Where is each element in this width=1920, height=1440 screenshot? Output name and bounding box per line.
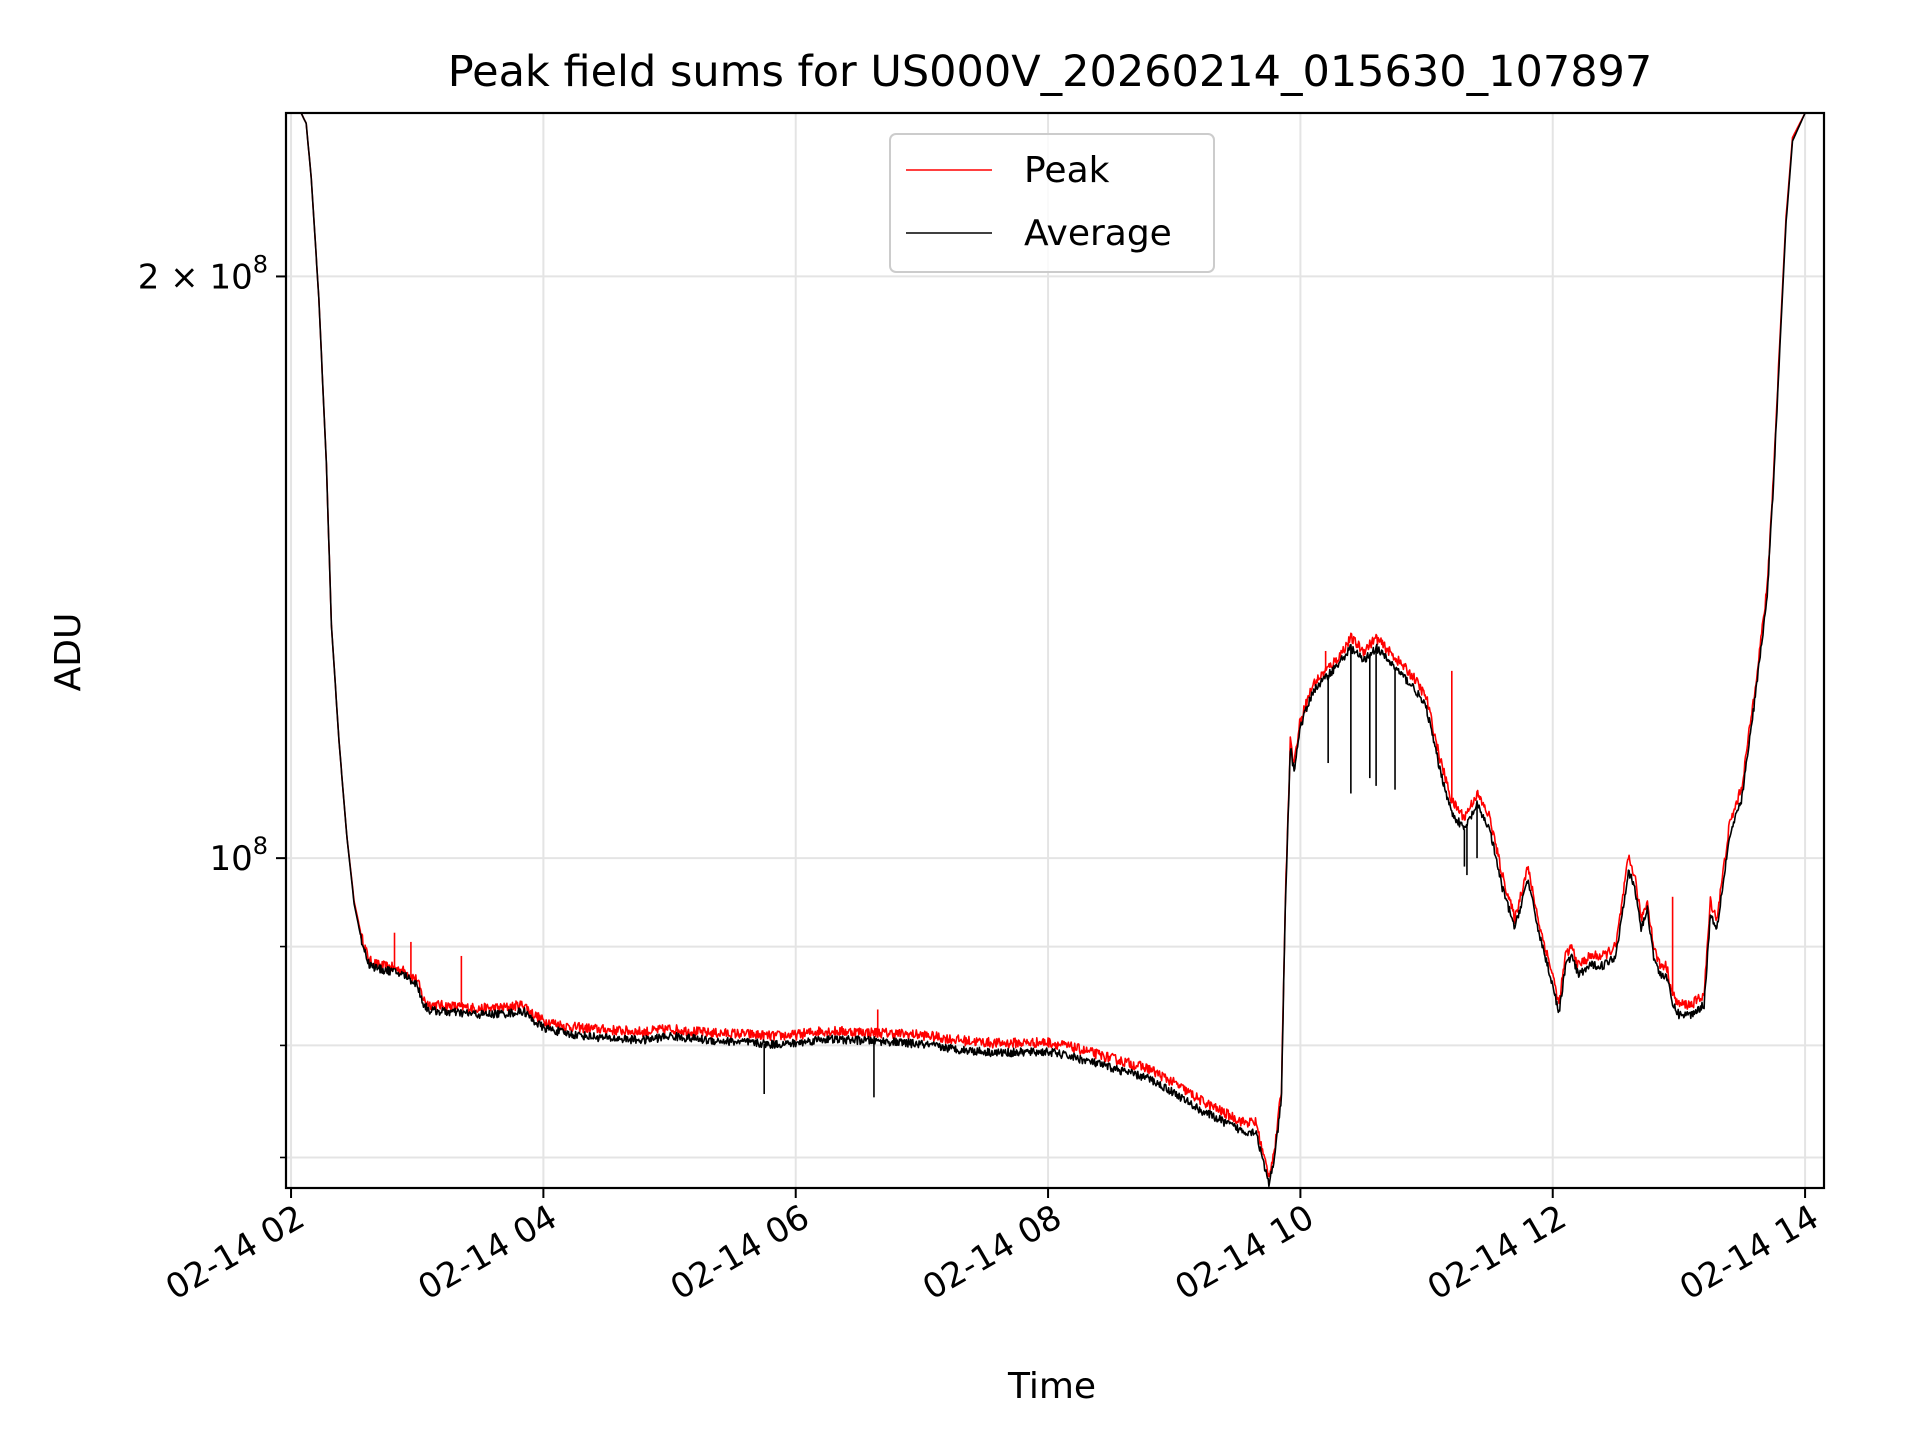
plot-frame xyxy=(284,111,1826,1190)
legend-peak-label: Peak xyxy=(1024,150,1110,191)
y-tick-label: 2 × 108 xyxy=(138,250,268,297)
legend-box xyxy=(889,133,1215,273)
x-axis-label: Time xyxy=(1007,1366,1096,1407)
y-tick-label: 108 xyxy=(209,832,268,879)
peak-series-line xyxy=(286,113,1806,1178)
y-axis-ticks: 2 × 108 108 xyxy=(138,250,286,1159)
plot-lines xyxy=(286,113,1806,1188)
legend: Peak Average xyxy=(889,133,1215,273)
average-series-line xyxy=(286,113,1806,1188)
legend-average-label: Average xyxy=(1024,213,1172,254)
chart-title: Peak field sums for US000V_20260214_0156… xyxy=(448,47,1653,97)
y-axis-label: ADU xyxy=(48,613,89,692)
